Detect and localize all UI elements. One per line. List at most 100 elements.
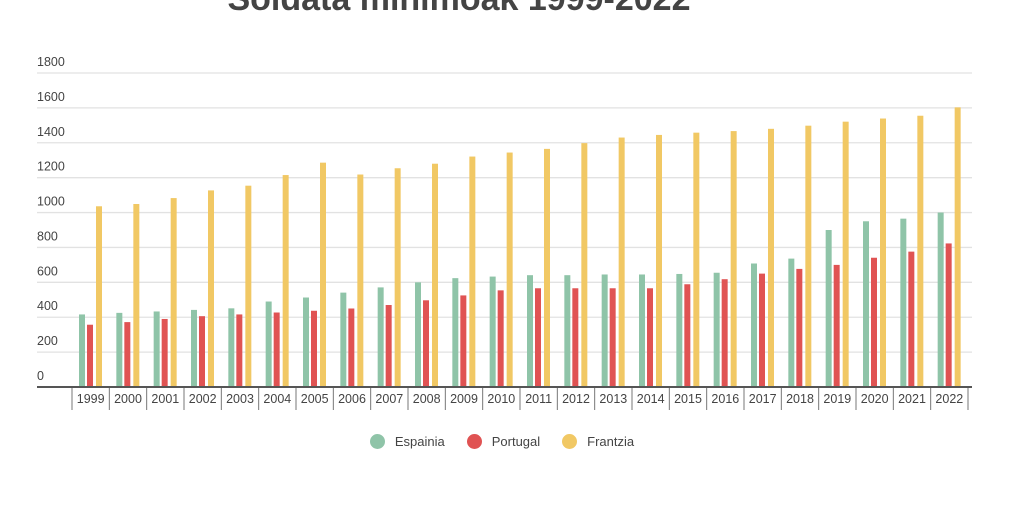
y-tick-label: 1000 (37, 195, 65, 209)
x-tick-label: 2017 (749, 392, 777, 406)
bar-espainia-2002 (191, 309, 197, 387)
x-tick-label: 2010 (487, 392, 515, 406)
legend-label: Frantzia (587, 434, 635, 449)
bar-portugal-2014 (647, 288, 653, 387)
bar-portugal-2012 (572, 288, 579, 387)
bar-portugal-2019 (833, 264, 840, 387)
x-tick-label: 2004 (263, 392, 291, 406)
bar-portugal-2004 (273, 312, 280, 387)
x-tick-label: 2019 (823, 392, 851, 406)
y-tick-label: 1600 (37, 90, 65, 104)
bar-frantzia-2006 (357, 174, 364, 387)
bar-espainia-2020 (863, 221, 869, 387)
bar-portugal-2009 (460, 295, 467, 387)
bar-espainia-2018 (788, 258, 795, 387)
bar-portugal-2002 (199, 316, 205, 387)
bar-espainia-2012 (564, 275, 571, 387)
x-tick-label: 2005 (301, 392, 329, 406)
x-tick-label: 2001 (151, 392, 179, 406)
y-tick-label: 200 (37, 334, 58, 348)
bar-espainia-2007 (377, 287, 384, 387)
legend-item-frantzia[interactable]: Frantzia (562, 434, 634, 449)
x-tick-label: 2011 (525, 392, 552, 406)
bar-espainia-2010 (489, 276, 496, 387)
bar-frantzia-2015 (693, 132, 700, 387)
y-tick-label: 800 (37, 229, 58, 243)
x-tick-label: 2014 (637, 392, 665, 406)
bar-frantzia-1999 (96, 206, 102, 387)
bar-portugal-2011 (535, 288, 541, 387)
legend-label: Portugal (491, 434, 541, 449)
bar-frantzia-2012 (581, 143, 588, 387)
bar-portugal-2022 (945, 243, 952, 387)
bar-portugal-2006 (348, 308, 355, 387)
bar-espainia-2005 (303, 297, 309, 387)
bar-frantzia-2018 (805, 125, 812, 387)
bar-portugal-2021 (908, 251, 915, 387)
bar-espainia-2016 (713, 272, 720, 387)
x-tick-label: 2016 (711, 392, 739, 406)
bar-espainia-2015 (676, 273, 683, 387)
bar-frantzia-2009 (469, 156, 476, 387)
bar-portugal-2007 (385, 305, 392, 387)
bar-frantzia-2011 (544, 148, 550, 387)
bar-portugal-2017 (759, 273, 765, 387)
bar-portugal-2015 (684, 284, 691, 387)
legend-item-portugal[interactable]: Portugal (466, 434, 541, 449)
legend-swatch (466, 434, 482, 449)
bar-frantzia-2010 (506, 152, 513, 387)
bar-espainia-2009 (452, 278, 459, 387)
y-tick-label: 1200 (37, 160, 65, 174)
x-tick-label: 2002 (189, 392, 217, 406)
bar-portugal-2008 (423, 300, 429, 387)
legend-item-espainia[interactable]: Espainia (369, 434, 445, 449)
bar-espainia-2013 (601, 274, 608, 387)
bar-espainia-2008 (415, 282, 421, 387)
bar-portugal-2013 (609, 288, 616, 387)
bar-frantzia-2021 (917, 115, 924, 387)
bar-espainia-2022 (937, 212, 944, 387)
legend-swatch (369, 434, 385, 449)
bar-portugal-2000 (124, 322, 131, 387)
bar-frantzia-2005 (320, 162, 326, 387)
y-tick-label: 600 (37, 264, 58, 278)
bar-frantzia-2013 (618, 137, 625, 387)
bar-espainia-2004 (265, 301, 272, 387)
bar-espainia-2006 (340, 292, 347, 387)
x-tick-label: 2007 (375, 392, 403, 406)
x-tick-label: 2006 (338, 392, 366, 406)
bar-portugal-2001 (161, 318, 168, 387)
bar-portugal-2003 (236, 314, 243, 387)
bar-espainia-2014 (639, 274, 645, 387)
x-tick-label: 2008 (413, 392, 441, 406)
bar-espainia-2019 (825, 230, 832, 387)
x-tick-label: 2012 (562, 392, 590, 406)
x-tick-label: 2020 (861, 392, 889, 406)
x-tick-label: 2015 (674, 392, 702, 406)
bar-frantzia-2000 (133, 204, 140, 387)
bar-frantzia-2001 (170, 198, 177, 387)
bar-frantzia-2008 (432, 163, 438, 387)
legend: Espainia Portugal Frantzia (0, 434, 1004, 449)
bar-espainia-2017 (751, 263, 757, 387)
y-tick-label: 1400 (37, 125, 65, 139)
y-tick-label: 400 (37, 299, 58, 313)
chart-title: Soldata minimoak 1999-2022 (0, 0, 918, 19)
x-tick-label: 2018 (786, 392, 814, 406)
bar-portugal-2018 (796, 268, 803, 387)
x-tick-label: 2013 (599, 392, 627, 406)
bar-frantzia-2002 (208, 190, 214, 387)
bar-espainia-2011 (527, 275, 533, 387)
bar-portugal-2005 (311, 310, 317, 387)
bar-espainia-2003 (228, 308, 235, 387)
bar-espainia-2000 (116, 312, 123, 387)
bar-frantzia-2016 (730, 131, 737, 387)
bar-frantzia-2020 (880, 118, 886, 387)
bar-chart: 0 200 400 600 800 1000 1200 1400 1600 1800 1999 200… (37, 55, 972, 410)
x-tick-label: 2021 (898, 392, 926, 406)
bar-espainia-2021 (900, 218, 907, 387)
x-tick-label: 2003 (226, 392, 254, 406)
y-tick-label: 1800 (37, 55, 65, 69)
bar-portugal-1999 (87, 324, 93, 387)
x-tick-label: 2022 (935, 392, 963, 406)
